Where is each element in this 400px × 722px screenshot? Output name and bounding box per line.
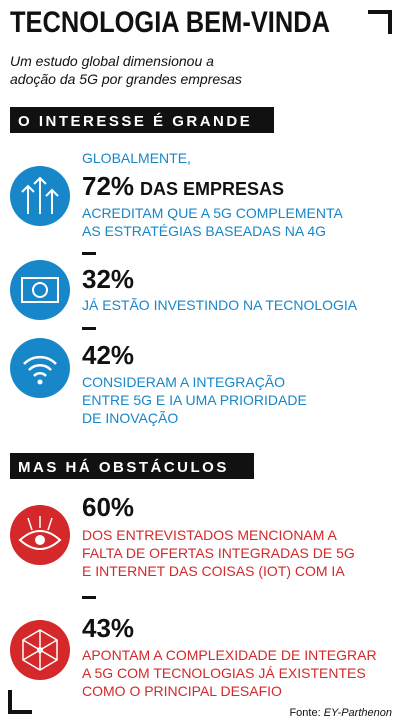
description: COMO O PRINCIPAL DESAFIO: [82, 683, 282, 699]
description: AS ESTRATÉGIAS BASEADAS NA 4G: [82, 223, 326, 239]
description: A 5G COM TECNOLOGIAS JÁ EXISTENTES: [82, 665, 366, 681]
description: E INTERNET DAS COISAS (IOT) COM IA: [82, 563, 345, 579]
description: APONTAM A COMPLEXIDADE DE INTEGRAR: [82, 647, 377, 663]
icon: [10, 505, 70, 565]
figure: 32%: [82, 264, 134, 294]
corner-mark: [8, 690, 32, 714]
section-bar: [10, 107, 274, 133]
description: DE INOVAÇÃO: [82, 410, 178, 426]
source-name: EY-Parthenon: [324, 707, 392, 719]
description: DOS ENTREVISTADOS MENCIONAM A: [82, 527, 338, 543]
figure-suffix: DAS EMPRESAS: [140, 179, 284, 199]
description: JÁ ESTÃO INVESTINDO NA TECNOLOGIA: [82, 297, 358, 313]
description: ACREDITAM QUE A 5G COMPLEMENTA: [82, 205, 344, 221]
icon: [10, 260, 70, 320]
icon: [10, 338, 70, 398]
title: TECNOLOGIA BEM-VINDA: [10, 6, 330, 39]
separator: [82, 596, 96, 599]
description: CONSIDERAM A INTEGRAÇÃO: [82, 374, 285, 390]
corner-mark: [368, 10, 392, 34]
figure: 43%: [82, 613, 134, 643]
subtitle: adoção da 5G por grandes empresas: [10, 71, 242, 87]
figure: 60%: [82, 492, 134, 522]
figure: 72%: [82, 171, 134, 201]
section-bar: [10, 453, 254, 479]
source-label: Fonte:: [289, 707, 320, 719]
separator: [82, 252, 96, 255]
separator: [82, 327, 96, 330]
subtitle: Um estudo global dimensionou a: [10, 53, 214, 69]
icon: [10, 620, 70, 680]
description: FALTA DE OFERTAS INTEGRADAS DE 5G: [82, 545, 355, 561]
figure: 42%: [82, 340, 134, 370]
source: Fonte: EY-Parthenon: [289, 707, 392, 719]
section-heading: O INTERESSE É GRANDE: [18, 113, 252, 130]
intro: GLOBALMENTE,: [82, 150, 191, 166]
description: ENTRE 5G E IA UMA PRIORIDADE: [82, 392, 307, 408]
icon: [10, 166, 70, 226]
section-heading: MAS HÁ OBSTÁCULOS: [18, 459, 229, 476]
